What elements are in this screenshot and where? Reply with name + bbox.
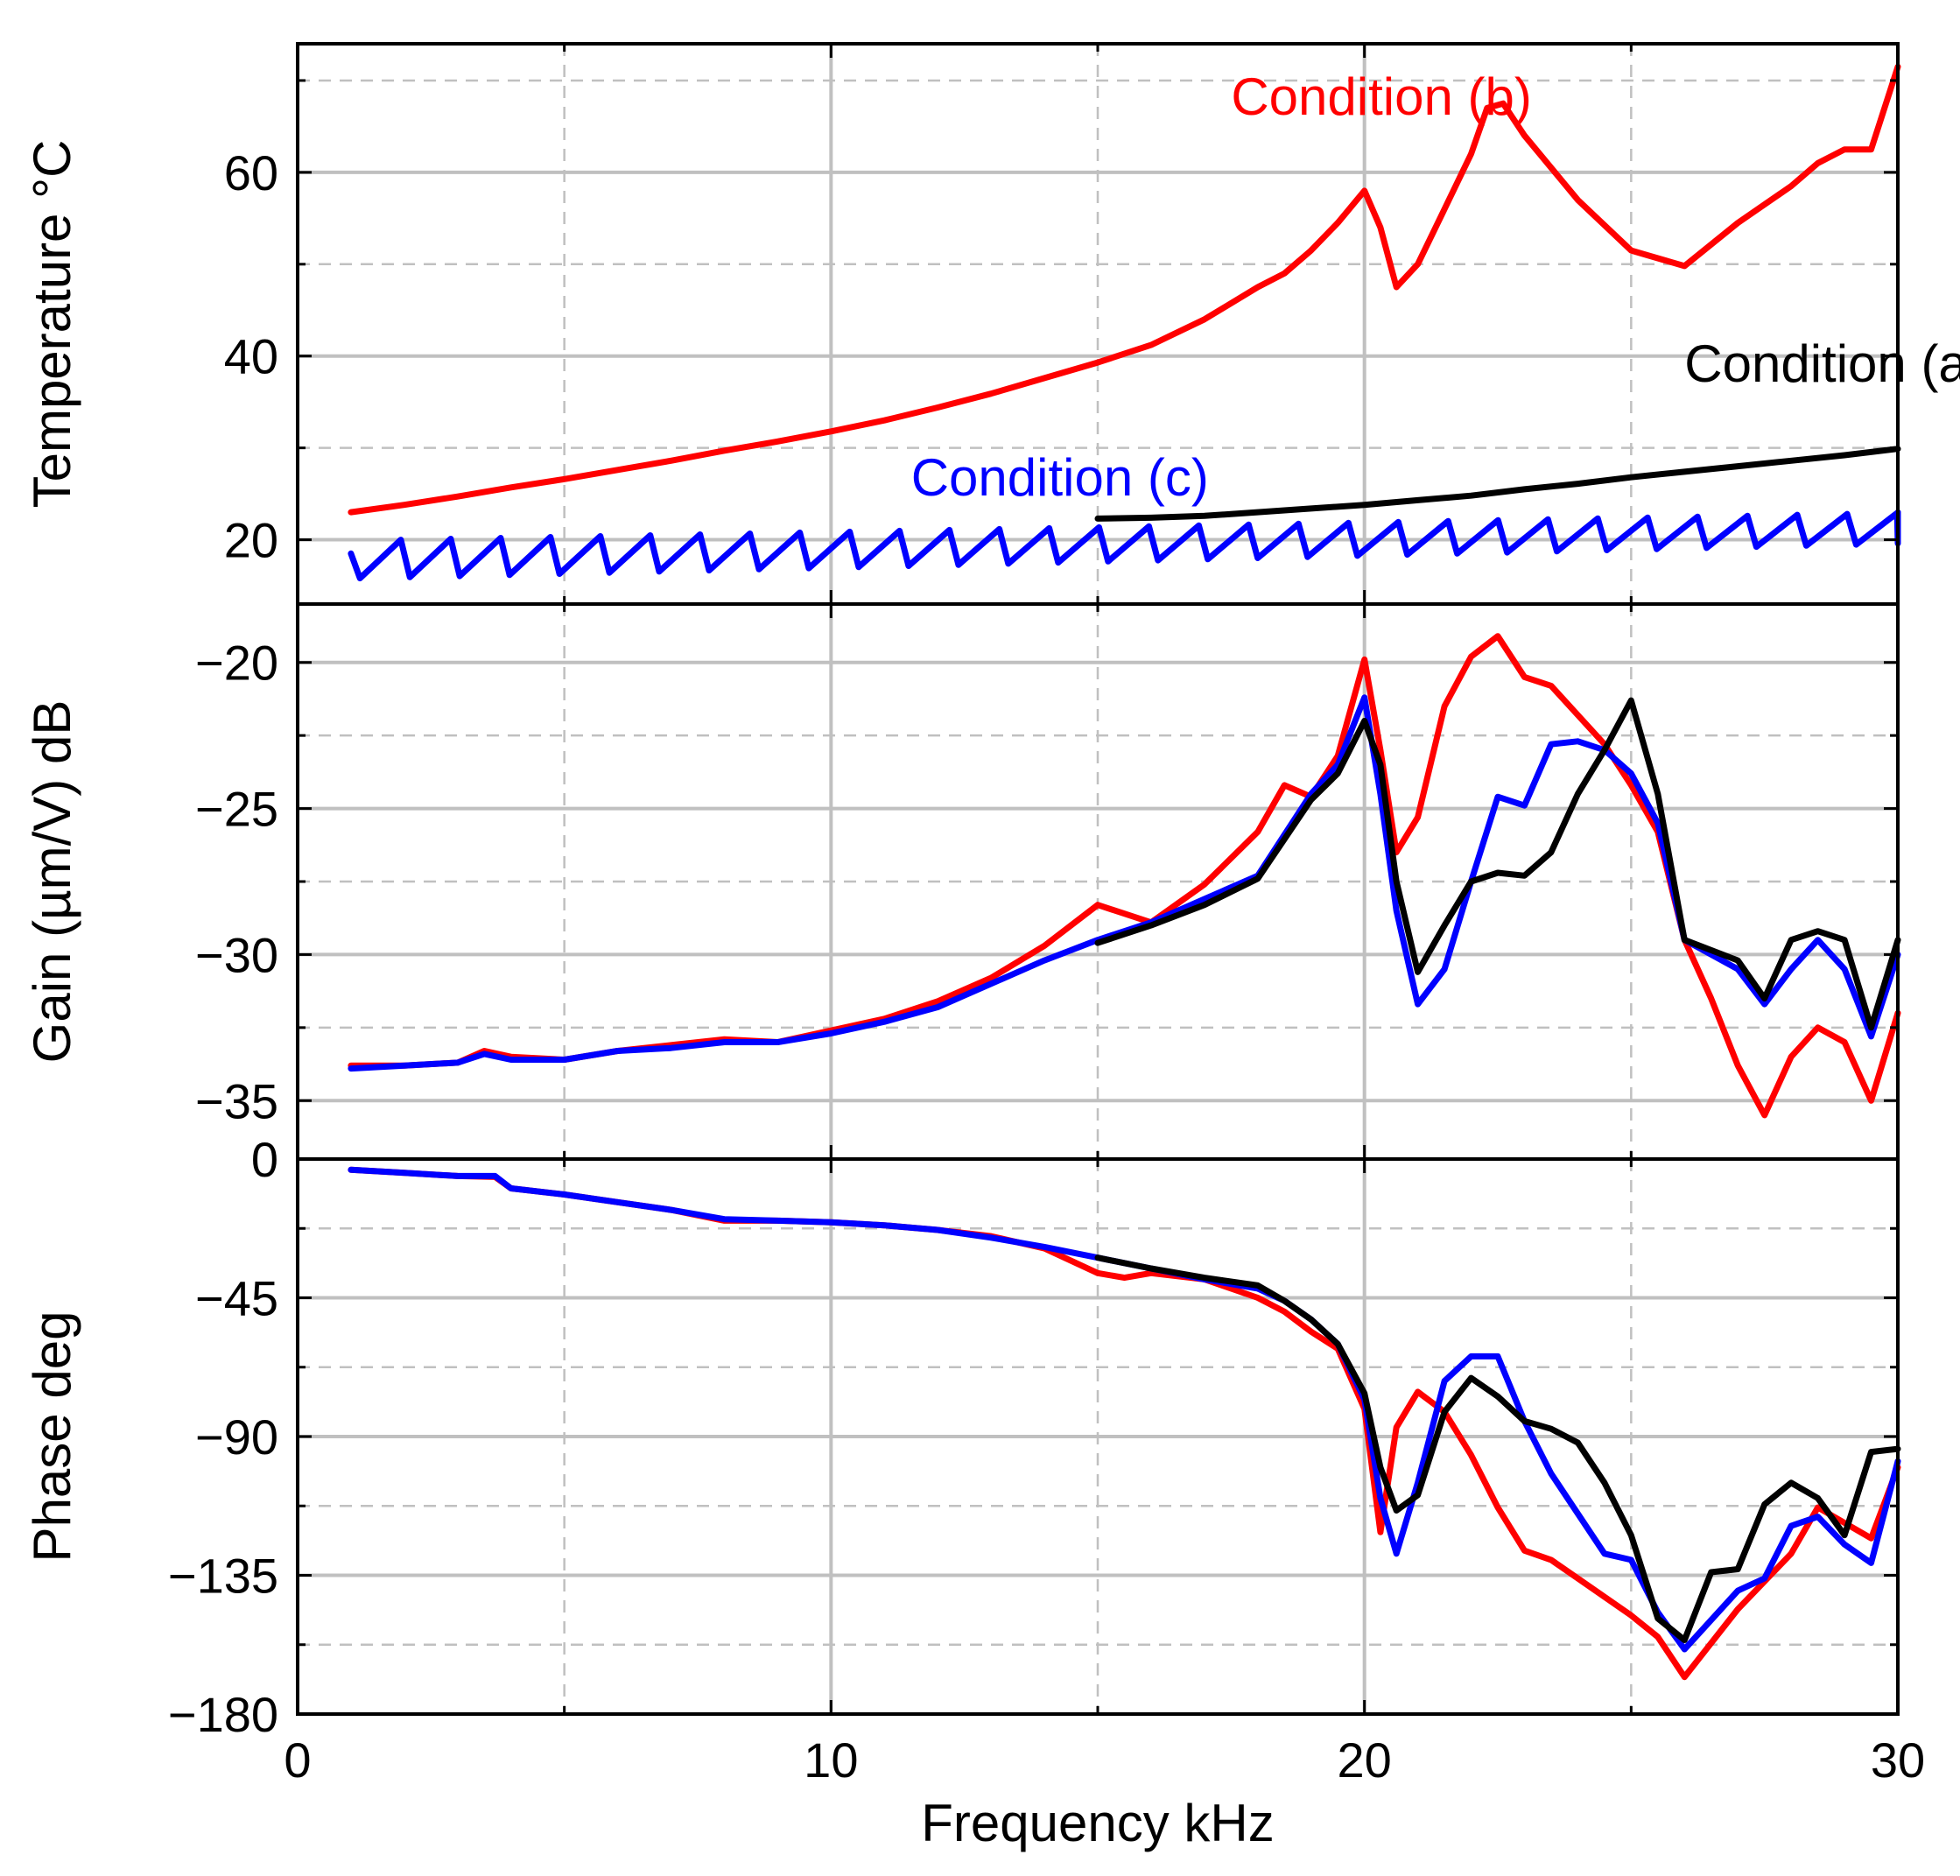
gain-ticks: −35 −30 −25 −20	[195, 604, 1900, 1159]
x-axis: 0 10 20 30 Frequency kHz	[284, 1732, 1925, 1852]
phase-y-tick-label: −90	[195, 1409, 278, 1465]
x-axis-label: Frequency kHz	[921, 1794, 1274, 1852]
annotation-condition-a: Condition (a)	[1684, 334, 1960, 393]
gain-panel: −35 −30 −25 −20 Gain (µm/V) dB	[23, 602, 1901, 1161]
temperature-y-tick-label: 40	[224, 329, 278, 384]
temperature-axis-label: Temperature °C	[23, 140, 81, 509]
phase-ticks: −180 −135 −90 −45 0	[168, 1132, 1900, 1742]
annotation-condition-c: Condition (c)	[911, 448, 1209, 507]
gain-y-tick-label: −30	[195, 927, 278, 982]
gain-y-tick-label: −20	[195, 636, 278, 691]
temperature-series	[348, 63, 1901, 582]
temperature-series-condition-a	[1094, 446, 1901, 522]
phase-series-condition-a	[1094, 1254, 1901, 1643]
gain-series-condition-b	[348, 633, 1901, 1119]
temperature-annotations: Condition (b) Condition (a) Condition (c)	[911, 67, 1960, 507]
x-tick-label: 20	[1338, 1732, 1392, 1788]
annotation-condition-b: Condition (b)	[1231, 67, 1532, 126]
temperature-y-tick-label: 60	[224, 145, 278, 200]
gain-y-tick-label: −25	[195, 782, 278, 837]
gain-series-condition-c	[348, 694, 1901, 1072]
temperature-series-condition-b	[348, 63, 1901, 516]
temperature-y-tick-label: 20	[224, 513, 278, 568]
gain-grid	[298, 604, 1898, 1159]
phase-y-tick-label: −45	[195, 1271, 278, 1326]
temperature-grid	[298, 44, 1898, 604]
phase-series-condition-b	[348, 1166, 1901, 1681]
phase-series-condition-c	[348, 1166, 1901, 1653]
phase-y-tick-label: 0	[251, 1132, 278, 1187]
phase-series	[348, 1166, 1901, 1681]
gain-axis-label: Gain (µm/V) dB	[23, 700, 81, 1064]
x-tick-label: 0	[284, 1732, 311, 1788]
gain-series	[348, 633, 1901, 1119]
gain-y-tick-label: −35	[195, 1073, 278, 1128]
phase-axis-label: Phase deg	[23, 1311, 81, 1563]
gain-series-condition-a	[1094, 697, 1901, 1031]
x-tick-labels: 0 10 20 30	[284, 1732, 1925, 1788]
x-tick-label: 10	[804, 1732, 858, 1788]
temperature-series-condition-c	[348, 509, 1901, 582]
x-tick-label: 30	[1871, 1732, 1925, 1788]
temperature-ticks: 20 40 60	[224, 44, 1900, 604]
phase-panel: −180 −135 −90 −45 0 Phase deg	[23, 1132, 1901, 1742]
temperature-panel: Condition (b)Condition (a)Condition (c) …	[23, 42, 1960, 606]
phase-y-tick-label: −180	[168, 1687, 278, 1742]
phase-grid	[298, 1159, 1898, 1714]
phase-y-tick-label: −135	[168, 1549, 278, 1604]
phase-frame	[296, 1157, 1900, 1716]
